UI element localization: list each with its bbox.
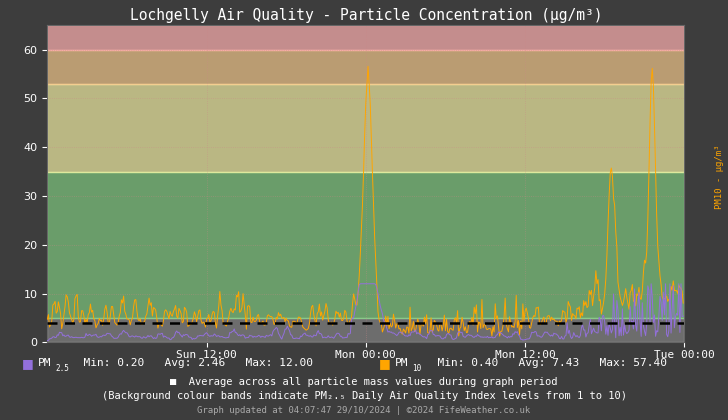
Text: PM10 - μg/m³: PM10 - μg/m³ xyxy=(716,144,724,209)
Bar xyxy=(47,84,684,171)
Text: ■  Average across all particle mass values during graph period: ■ Average across all particle mass value… xyxy=(170,377,558,387)
Text: PM: PM xyxy=(395,358,408,368)
Text: ■: ■ xyxy=(379,357,390,370)
Text: 2.5: 2.5 xyxy=(55,364,69,373)
Bar xyxy=(47,171,684,318)
Text: Graph updated at 04:07:47 29/10/2024 | ©2024 FifeWeather.co.uk: Graph updated at 04:07:47 29/10/2024 | ©… xyxy=(197,406,531,415)
Text: Min: 0.20   Avg: 2.46   Max: 12.00: Min: 0.20 Avg: 2.46 Max: 12.00 xyxy=(70,358,313,368)
Text: (Background colour bands indicate PM₂.₅ Daily Air Quality Index levels from 1 to: (Background colour bands indicate PM₂.₅ … xyxy=(101,391,627,401)
Text: ■: ■ xyxy=(22,357,33,370)
Text: PM: PM xyxy=(38,358,52,368)
Bar xyxy=(47,50,684,84)
Bar xyxy=(47,25,684,50)
Bar xyxy=(47,318,684,342)
Text: Min: 0.40   Avg: 7.43   Max: 57.40: Min: 0.40 Avg: 7.43 Max: 57.40 xyxy=(424,358,667,368)
Text: 10: 10 xyxy=(412,364,422,373)
Title: Lochgelly Air Quality - Particle Concentration (μg/m³): Lochgelly Air Quality - Particle Concent… xyxy=(130,8,602,23)
